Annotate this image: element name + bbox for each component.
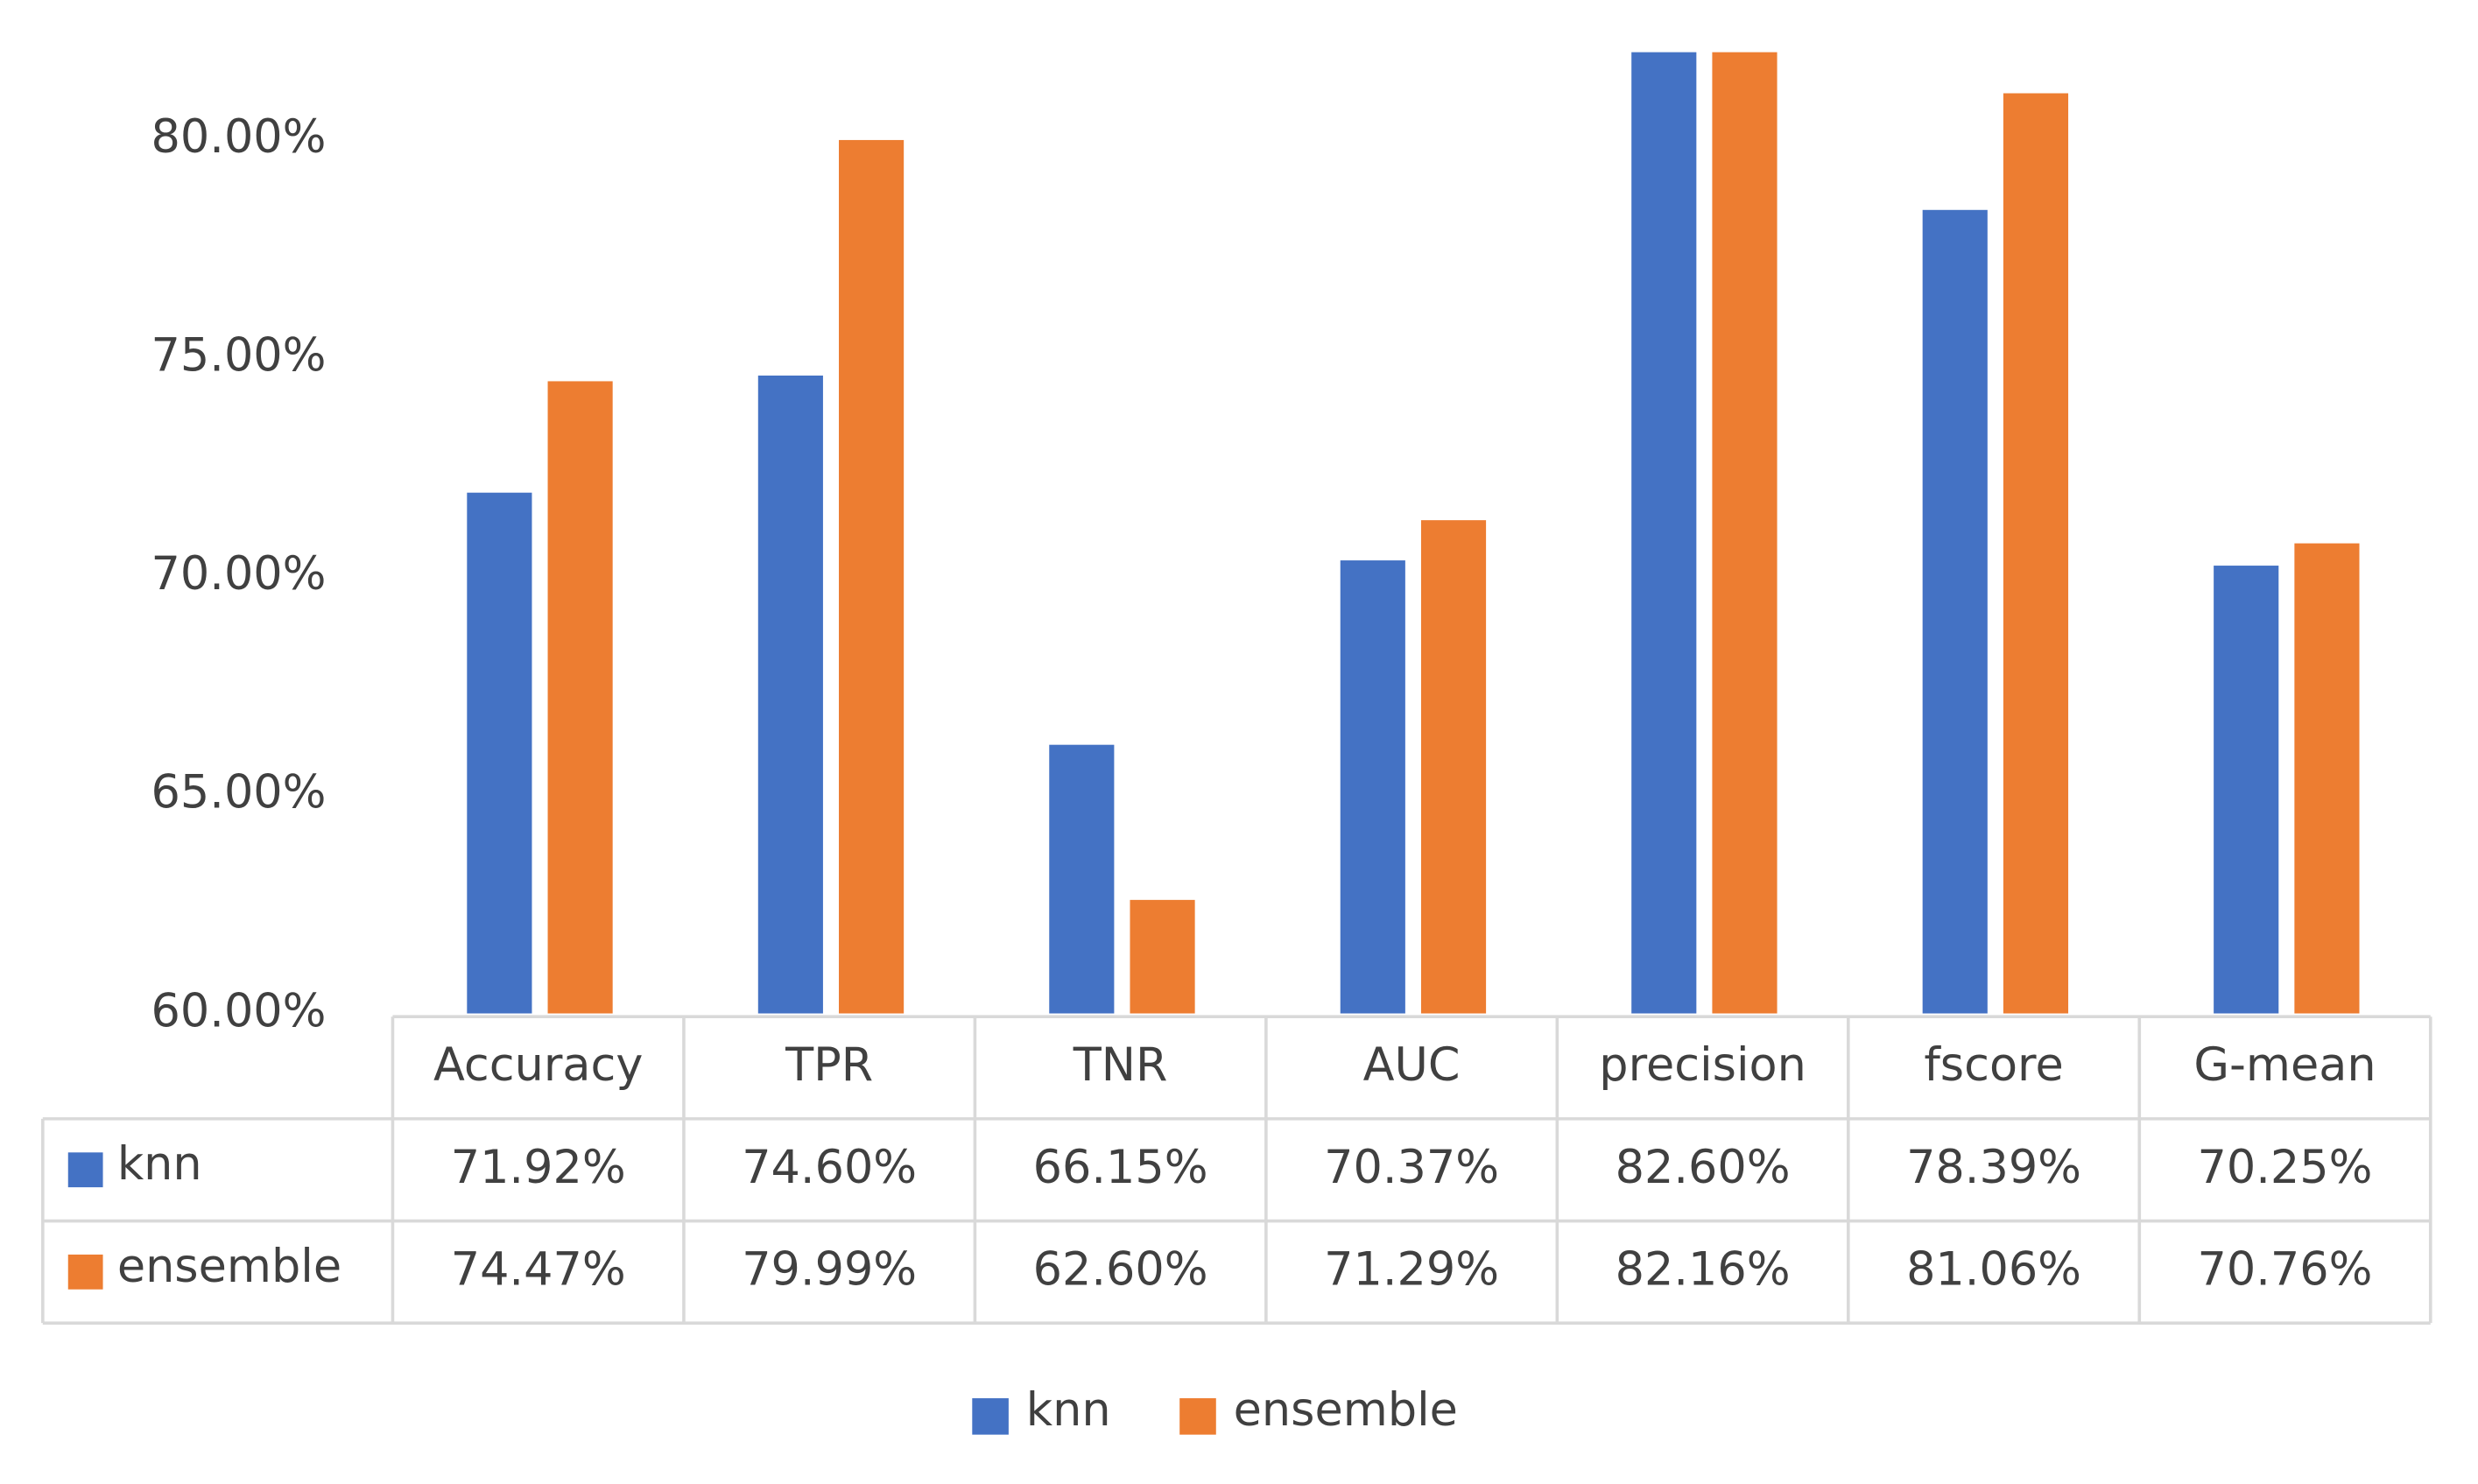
legend-label: ensemble (1234, 1383, 1458, 1437)
table-value: 66.15% (1033, 1141, 1208, 1194)
bar (1420, 520, 1487, 1014)
y-tick-label: 60.00% (151, 984, 327, 1037)
table-value: 79.99% (742, 1242, 917, 1296)
y-tick-label: 75.00% (151, 329, 327, 383)
table-value: 74.47% (451, 1242, 626, 1296)
category-label: TNR (1073, 1038, 1168, 1092)
legend-key (1179, 1398, 1216, 1435)
row-label: knn (117, 1137, 202, 1191)
category-label: Accuracy (433, 1038, 643, 1092)
table-value: 82.16% (1616, 1242, 1791, 1296)
legend-key (67, 1152, 103, 1188)
bar (2294, 543, 2360, 1014)
table-value: 70.25% (2198, 1141, 2373, 1194)
table-value: 81.06% (1906, 1242, 2081, 1296)
bar (1340, 560, 1405, 1014)
table-value: 70.76% (2198, 1242, 2373, 1296)
table-value: 74.60% (742, 1141, 917, 1194)
category-label: G-mean (2193, 1038, 2376, 1092)
legend-label: knn (1026, 1383, 1111, 1437)
row-label: ensemble (117, 1240, 341, 1293)
category-label: TPR (785, 1038, 873, 1092)
y-tick-label: 65.00% (151, 766, 327, 819)
bar (1049, 744, 1115, 1014)
category-label: precision (1599, 1038, 1806, 1092)
bar (1130, 899, 1195, 1014)
table-value: 71.29% (1324, 1242, 1499, 1296)
bar (839, 139, 905, 1014)
bar (1922, 209, 1988, 1014)
bar (757, 375, 823, 1014)
category-label: fscore (1924, 1038, 2063, 1092)
category-label: AUC (1363, 1038, 1461, 1092)
legend-key (972, 1398, 1009, 1435)
bar (1631, 52, 1697, 1014)
table-value: 82.60% (1616, 1141, 1791, 1194)
table-value: 78.39% (1906, 1141, 2081, 1194)
y-tick-label: 70.00% (151, 547, 327, 601)
bar (2214, 566, 2279, 1014)
bar (547, 381, 613, 1014)
plot-area (467, 52, 2360, 1014)
table-value: 62.60% (1033, 1242, 1208, 1296)
bar (2003, 93, 2069, 1014)
legend-key (67, 1254, 103, 1290)
bar (1712, 52, 1778, 1014)
y-tick-label: 80.00% (151, 110, 327, 164)
table-value: 71.92% (451, 1141, 626, 1194)
table-value: 70.37% (1324, 1141, 1499, 1194)
bar (467, 492, 532, 1014)
